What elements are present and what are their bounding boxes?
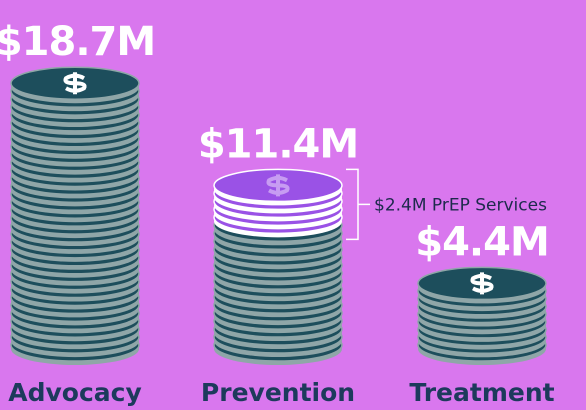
annotation-bracket (346, 169, 370, 239)
chart: $18.7M Advocacy $11.4M Prevention $2.4M PrEP… (0, 0, 586, 410)
value-label: $11.4M (198, 121, 358, 167)
annotation-label: $2.4M PrEP Services (374, 195, 547, 215)
category-label: Prevention (201, 378, 355, 407)
coin-stack (11, 67, 139, 365)
dollar-icon (472, 272, 491, 294)
coin-stack (214, 169, 342, 365)
coin-stack (418, 267, 546, 365)
dollar-icon (268, 174, 287, 196)
category-label: Treatment (409, 378, 554, 407)
value-label: $18.7M (0, 19, 155, 65)
category-label: Advocacy (8, 378, 142, 407)
value-label: $4.4M (415, 219, 549, 265)
dollar-icon (65, 72, 84, 94)
